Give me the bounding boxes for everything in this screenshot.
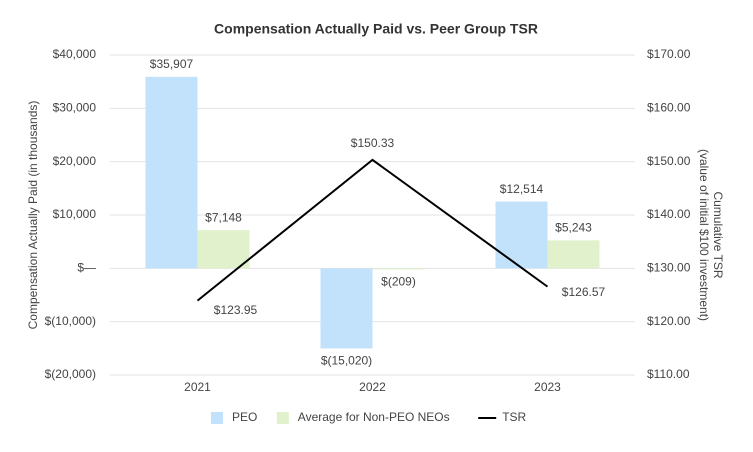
data-label: $123.95: [214, 303, 258, 317]
legend-label: Average for Non-PEO NEOs: [298, 410, 450, 424]
y2-tick-label: $110.00: [647, 367, 690, 381]
data-label: $35,907: [150, 57, 194, 71]
x-tick-label: 2022: [359, 380, 386, 394]
bar: [495, 201, 548, 269]
data-label: $(15,020): [321, 354, 372, 368]
y-tick-label: $10,000: [53, 207, 97, 221]
x-tick-label: 2021: [184, 380, 211, 394]
y2-tick-label: $170.00: [647, 47, 691, 61]
y2-tick-label: $140.00: [647, 207, 691, 221]
data-label: $(209): [381, 275, 416, 289]
x-tick-label: 2023: [534, 380, 561, 394]
data-label: $5,243: [555, 221, 592, 235]
y-tick-label: $—: [77, 261, 96, 275]
y-tick-label: $40,000: [53, 47, 97, 61]
y2-tick-label: $150.00: [647, 154, 691, 168]
y2-tick-label: $130.00: [647, 261, 691, 275]
legend-swatch: [276, 412, 289, 424]
bar: [145, 76, 198, 269]
y2-tick-label: $120.00: [647, 314, 691, 328]
data-label: $126.57: [562, 285, 606, 299]
data-label: $150.33: [351, 136, 395, 150]
data-label: $7,148: [205, 210, 242, 224]
line: [196, 158, 549, 302]
y-tick-label: $(20,000): [45, 367, 96, 381]
y-tick-label: $20,000: [53, 154, 97, 168]
y-tick-label: $(10,000): [45, 314, 96, 328]
bar: [372, 268, 425, 270]
bar: [320, 268, 373, 349]
data-label: $12,514: [500, 182, 544, 196]
bar: [197, 230, 250, 269]
y2-axis-title: (value of initial $100 investment): [697, 149, 711, 321]
y2-axis-title: Cumulative TSR: [711, 191, 725, 278]
legend-label: TSR: [502, 410, 526, 424]
y-tick-label: $30,000: [53, 101, 97, 115]
legend-label: PEO: [232, 410, 257, 424]
y2-tick-label: $160.00: [647, 101, 691, 115]
y-axis-title: Compensation Actually Paid (in thousands…: [26, 101, 40, 330]
chart-title: Compensation Actually Paid vs. Peer Grou…: [214, 21, 538, 37]
legend-swatch: [211, 412, 223, 424]
bar: [547, 240, 600, 269]
